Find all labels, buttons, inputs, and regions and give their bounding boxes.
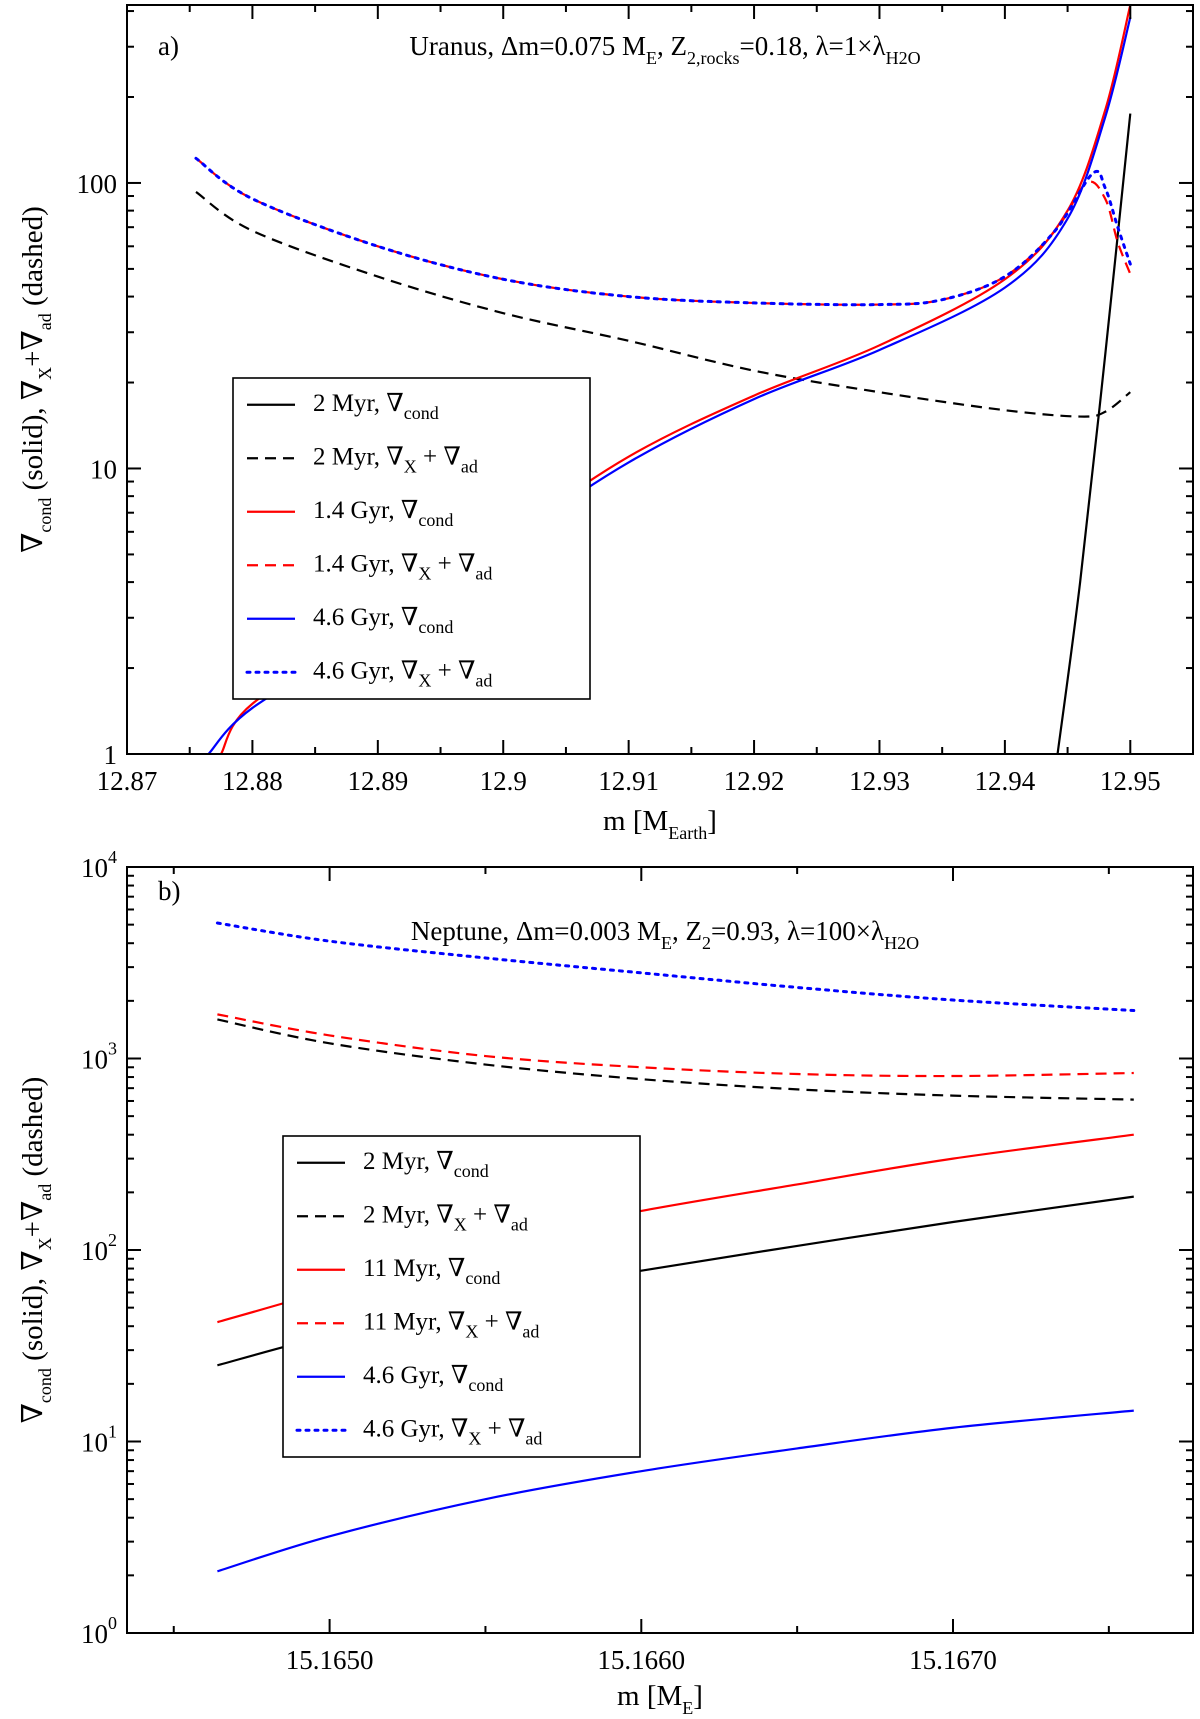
y-axis-label: ∇cond (solid), ∇X+∇ad (dashed) — [17, 1077, 55, 1424]
x-tick-label: 12.89 — [347, 766, 408, 796]
series-line-4 — [217, 1409, 1134, 1573]
legend-entry: 11 Myr, ∇cond — [363, 1255, 500, 1288]
y-tick-label: 10 — [90, 454, 117, 484]
legend: 2 Myr, ∇cond 2 Myr, ∇X + ∇ad 11 Myr, ∇cond… — [282, 1135, 641, 1458]
x-tick-label: 12.93 — [849, 766, 910, 796]
panel-label: a) — [158, 31, 179, 61]
legend-entry: 1.4 Gyr, ∇cond — [313, 497, 453, 530]
series-line-3 — [195, 157, 1132, 306]
y-tick-label: 100 — [77, 169, 118, 199]
legend-box — [282, 1135, 641, 1458]
y-tick-label: 104 — [81, 847, 117, 883]
chart-title: Uranus, Δm=0.075 ME, Z2,rocks=0.18, λ=1×… — [409, 31, 920, 68]
legend-entry: 4.6 Gyr, ∇X + ∇ad — [363, 1415, 542, 1448]
series-line-5 — [194, 156, 1132, 307]
x-tick-label: 15.1660 — [597, 1645, 685, 1675]
x-tick-label: 12.88 — [222, 766, 283, 796]
legend-entry: 4.6 Gyr, ∇X + ∇ad — [313, 657, 492, 690]
legend-entry: 4.6 Gyr, ∇cond — [313, 604, 453, 637]
y-tick-label: 103 — [81, 1039, 117, 1075]
series-line-3 — [217, 1013, 1134, 1078]
series-line-1 — [195, 191, 1131, 418]
x-tick-label: 12.9 — [480, 766, 527, 796]
legend-entry: 2 Myr, ∇X + ∇ad — [363, 1201, 528, 1234]
y-axis-label: ∇cond (solid), ∇X+∇ad (dashed) — [17, 206, 55, 553]
legend-entry: 4.6 Gyr, ∇cond — [363, 1362, 503, 1395]
chart-panel-a: 12.87 12.88 12.89 12.9 12.91 12.92 12.93 12.94 1… — [17, 4, 1194, 843]
y-tick-label: 100 — [81, 1613, 117, 1649]
x-tick-label: 15.1670 — [909, 1645, 997, 1675]
y-tick-label: 102 — [81, 1230, 117, 1266]
panel-label: b) — [158, 876, 181, 906]
legend-entry: 2 Myr, ∇X + ∇ad — [313, 443, 478, 476]
x-tick-label: 15.1650 — [286, 1645, 374, 1675]
x-tick-label: 12.87 — [97, 766, 158, 796]
legend-entry: 2 Myr, ∇cond — [313, 390, 439, 423]
legend-entry: 11 Myr, ∇X + ∇ad — [363, 1308, 539, 1341]
chart-panel-b: 15.1650 15.1660 15.1670 100 101 102 103 104 m [M… — [17, 847, 1194, 1718]
series-line-5 — [215, 921, 1136, 1013]
legend-entry: 1.4 Gyr, ∇X + ∇ad — [313, 550, 492, 583]
x-tick-label: 12.92 — [724, 766, 785, 796]
x-tick-label: 12.95 — [1100, 766, 1161, 796]
legend: 2 Myr, ∇cond 2 Myr, ∇X + ∇ad 1.4 Gyr, ∇con… — [232, 377, 591, 700]
x-axis-label: m [ME] — [617, 1680, 703, 1718]
y-tick-label: 101 — [81, 1422, 117, 1458]
legend-box — [232, 377, 591, 700]
y-tick-label: 1 — [104, 740, 118, 770]
x-axis-label: m [MEarth] — [603, 805, 717, 843]
series-line-0 — [1056, 113, 1132, 754]
series-line-1 — [217, 1018, 1134, 1101]
legend-entry: 2 Myr, ∇cond — [363, 1148, 489, 1181]
chart-title: Neptune, Δm=0.003 ME, Z2=0.93, λ=100×λH2… — [411, 916, 919, 953]
x-tick-label: 12.91 — [598, 766, 659, 796]
x-tick-label: 12.94 — [975, 766, 1036, 796]
plot-frame — [126, 4, 1194, 755]
